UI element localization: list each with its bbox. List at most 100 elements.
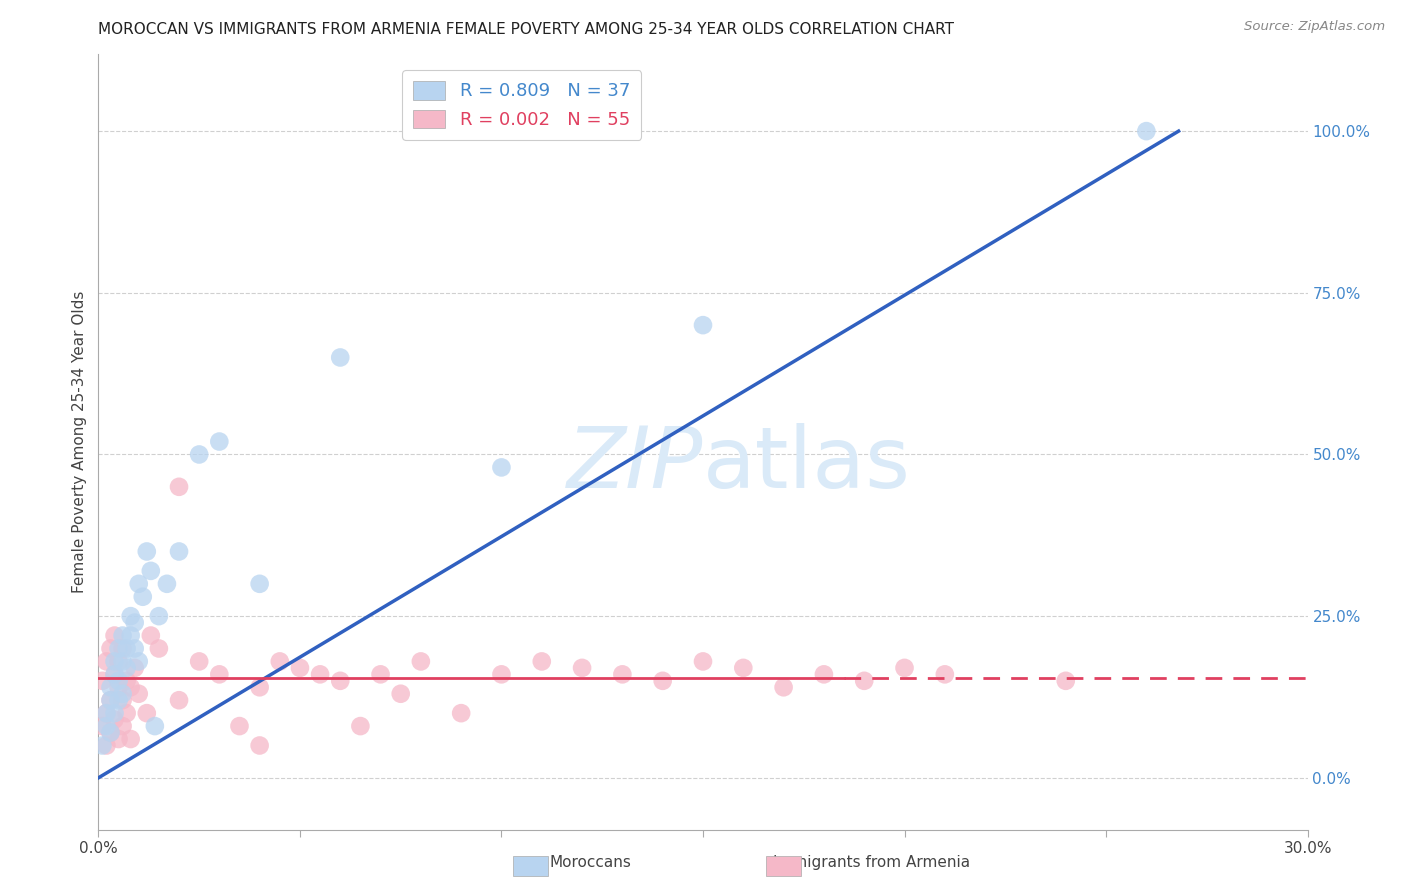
Point (188, 655, 211, 669)
Point (692, 318, 714, 333)
Point (491, 667, 513, 681)
Point (111, 719, 134, 733)
Point (132, 590, 155, 604)
Point (772, 680, 794, 694)
Point (103, 667, 125, 681)
Point (96, 739, 118, 753)
Point (167, 693, 190, 707)
Point (188, 448, 211, 462)
Point (893, 661, 915, 675)
Point (115, 661, 138, 675)
Point (111, 641, 134, 656)
Point (208, 667, 231, 681)
Point (100, 725, 122, 739)
Point (571, 661, 593, 675)
Point (115, 641, 138, 656)
Y-axis label: Female Poverty Among 25-34 Year Olds: Female Poverty Among 25-34 Year Olds (72, 291, 87, 592)
Point (107, 731, 129, 746)
Point (107, 655, 129, 669)
Point (450, 706, 472, 721)
Point (530, 655, 553, 669)
Point (100, 725, 122, 739)
Point (91, 673, 114, 688)
Point (1135, 124, 1157, 138)
Point (111, 628, 134, 642)
Point (208, 434, 231, 449)
Point (651, 673, 673, 688)
Point (135, 706, 157, 721)
Text: Moroccans: Moroccans (550, 855, 631, 870)
Point (148, 609, 170, 624)
Point (733, 661, 755, 675)
Text: ZIP: ZIP (567, 424, 703, 507)
Point (124, 641, 146, 656)
Point (329, 351, 352, 365)
Point (349, 719, 371, 733)
Point (103, 706, 125, 721)
Point (269, 655, 291, 669)
Point (389, 687, 412, 701)
Point (249, 577, 271, 591)
Point (692, 655, 714, 669)
Point (100, 641, 122, 656)
Point (111, 655, 134, 669)
Point (934, 667, 956, 681)
Point (100, 693, 122, 707)
Point (124, 661, 146, 675)
Point (249, 680, 271, 694)
Point (103, 628, 125, 642)
Point (100, 693, 122, 707)
Point (111, 693, 134, 707)
Point (228, 719, 250, 733)
Point (96, 706, 118, 721)
Point (120, 731, 142, 746)
Point (100, 680, 122, 694)
Text: Immigrants from Armenia: Immigrants from Armenia (773, 855, 970, 870)
Point (167, 544, 190, 558)
Point (103, 667, 125, 681)
Point (96, 655, 118, 669)
Point (91, 739, 114, 753)
Point (115, 673, 138, 688)
Point (309, 667, 332, 681)
Point (249, 739, 271, 753)
Point (107, 680, 129, 694)
Point (156, 577, 179, 591)
Point (128, 577, 150, 591)
Point (91, 719, 114, 733)
Point (491, 460, 513, 475)
Point (120, 609, 142, 624)
Point (167, 480, 190, 494)
Point (139, 628, 162, 642)
Point (120, 680, 142, 694)
Point (143, 719, 166, 733)
Point (148, 641, 170, 656)
Point (128, 687, 150, 701)
Text: MOROCCAN VS IMMIGRANTS FROM ARMENIA FEMALE POVERTY AMONG 25-34 YEAR OLDS CORRELA: MOROCCAN VS IMMIGRANTS FROM ARMENIA FEMA… (98, 22, 955, 37)
Point (813, 667, 835, 681)
Point (107, 693, 129, 707)
Point (853, 673, 876, 688)
Point (96, 719, 118, 733)
Point (370, 667, 392, 681)
Point (329, 673, 352, 688)
Point (120, 628, 142, 642)
Point (139, 564, 162, 578)
Point (107, 673, 129, 688)
Point (96, 706, 118, 721)
Point (288, 661, 311, 675)
Point (612, 667, 634, 681)
Point (124, 615, 146, 630)
Point (128, 655, 150, 669)
Point (111, 687, 134, 701)
Text: Source: ZipAtlas.com: Source: ZipAtlas.com (1244, 20, 1385, 33)
Point (103, 655, 125, 669)
Text: atlas: atlas (703, 424, 911, 507)
Point (1054, 673, 1077, 688)
Point (103, 713, 125, 727)
Point (115, 706, 138, 721)
Point (107, 641, 129, 656)
Legend: R = 0.809   N = 37, R = 0.002   N = 55: R = 0.809 N = 37, R = 0.002 N = 55 (402, 70, 641, 140)
Point (135, 544, 157, 558)
Point (409, 655, 432, 669)
